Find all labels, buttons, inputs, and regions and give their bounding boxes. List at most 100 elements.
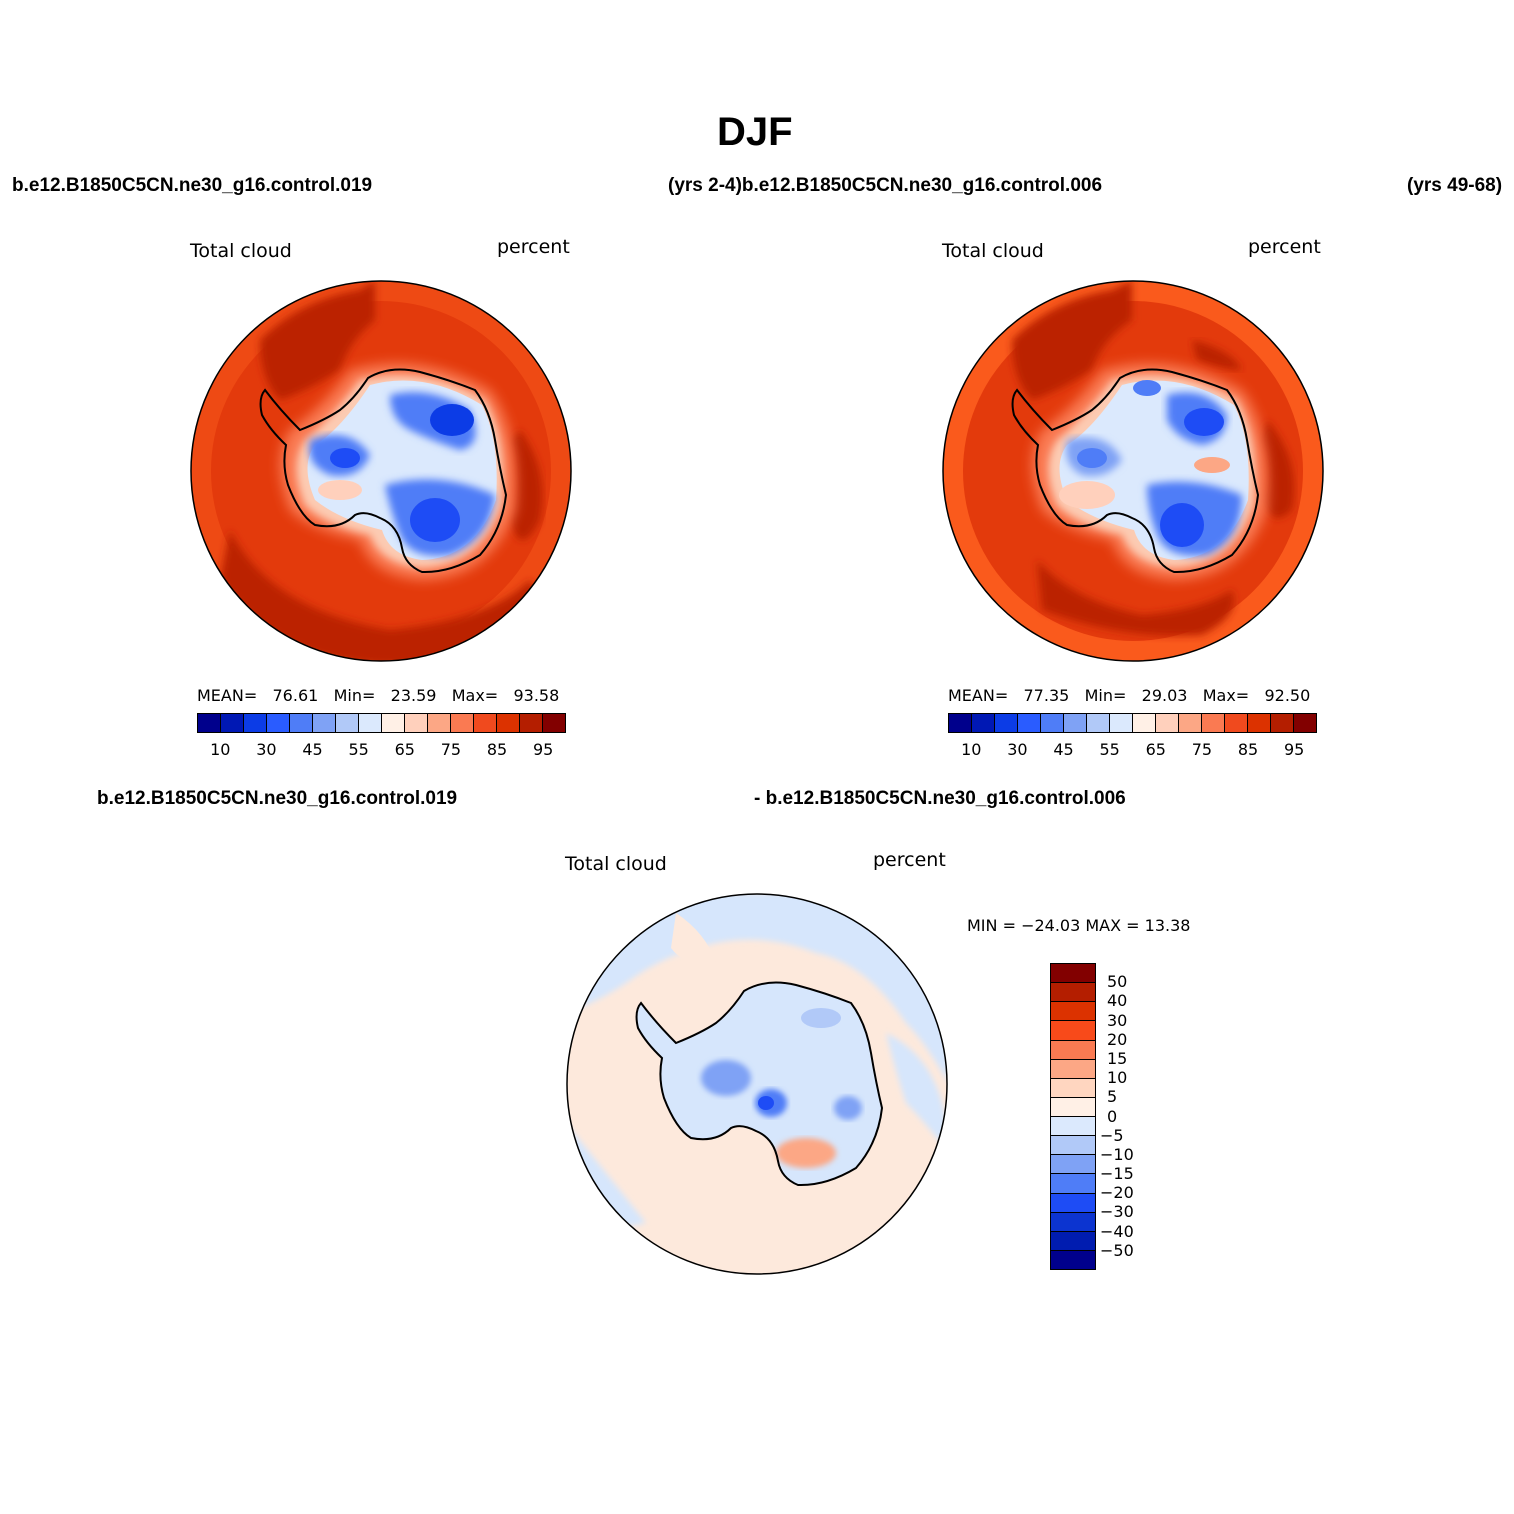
panel2-variable-label: Total cloud — [942, 240, 1044, 262]
panel3-colorbar-swatch — [1051, 964, 1095, 984]
panel1-colorbar-tick-label: 45 — [302, 740, 323, 759]
panel3-colorbar-tick-label: 50 — [1107, 972, 1128, 992]
panel1-blue-core-1 — [430, 404, 474, 436]
panel3-colorbar-swatch — [1051, 1250, 1095, 1269]
panel2-blue-core-2 — [1077, 448, 1107, 468]
panel3-colorbar-swatch — [1051, 1040, 1095, 1060]
panel3-colorbar-swatch — [1051, 1021, 1095, 1041]
panel1-dark-band-north — [260, 281, 375, 400]
panel2-stats: MEAN= 77.35 Min= 29.03 Max= 92.50 — [948, 686, 1310, 705]
panel2-colorbar-tick-label: 30 — [1007, 740, 1028, 759]
panel1-colorbar-swatch — [336, 714, 359, 732]
panel3-coastline — [635, 981, 884, 1187]
panel2-polar-map — [942, 280, 1324, 662]
panel3-warm-patch-north — [671, 913, 716, 964]
panel2-mean-value: 77.35 — [1023, 686, 1070, 705]
panel2-map-border — [942, 280, 1324, 662]
panel1-warm-patch — [318, 480, 362, 500]
panel2-colorbar — [948, 713, 1317, 733]
panel1-colorbar-swatch — [520, 714, 543, 732]
panel1-variable-label: Total cloud — [190, 240, 292, 262]
panel2-max-label: Max= — [1202, 686, 1250, 705]
panel3-colorbar-tick-label: −20 — [1100, 1183, 1134, 1203]
panel3-colorbar-tick-label: 30 — [1107, 1010, 1128, 1030]
panel1-colorbar-swatch — [451, 714, 474, 732]
panel2-colorbar-swatch — [1294, 714, 1316, 732]
panel1-colorbar-swatch — [221, 714, 244, 732]
panel3-continent-fill — [636, 982, 882, 1186]
panel2-colorbar-swatch — [1064, 714, 1087, 732]
panel3-variable-label: Total cloud — [565, 853, 667, 875]
panel3-colorbar-tick-label: −50 — [1100, 1240, 1134, 1260]
panel1-colorbar-tick-label: 55 — [348, 740, 369, 759]
panel1-coastline — [259, 368, 508, 574]
panel3-blue-patch-4 — [834, 1096, 862, 1120]
panel1-colorbar-swatch — [474, 714, 497, 732]
panel2-colorbar-tick-label: 65 — [1145, 740, 1166, 759]
panel3-colorbar — [1050, 963, 1096, 1270]
panel3-light-blue-north — [567, 894, 947, 1083]
panel2-warm-patch-2 — [1194, 457, 1230, 473]
panel2-mean-label: MEAN= — [948, 686, 1009, 705]
panel1-colorbar — [197, 713, 566, 733]
panel1-min-label: Min= — [333, 686, 376, 705]
panel1-colorbar-tick-label: 30 — [256, 740, 277, 759]
panel3-colorbar-tick-label: 5 — [1107, 1087, 1118, 1107]
panel1-max-label: Max= — [451, 686, 499, 705]
panel1-colorbar-swatch — [198, 714, 221, 732]
panel3-colorbar-swatch — [1051, 1117, 1095, 1137]
panel1-colorbar-tick-label: 85 — [486, 740, 508, 759]
panel2-colorbar-swatch — [1110, 714, 1133, 732]
panel3-colorbar-tick-label: −5 — [1100, 1125, 1124, 1145]
panel1-mean-label: MEAN= — [197, 686, 258, 705]
panel3-blue-patch-2 — [701, 1060, 751, 1096]
panel2-colorbar-swatch — [1156, 714, 1179, 732]
panel1-dark-band-south — [220, 530, 550, 661]
panel1-dark-band-east — [510, 430, 543, 540]
case1-header: b.e12.B1850C5CN.ne30_g16.control.019 — [12, 175, 373, 196]
panel3-minmax: MIN = −24.03 MAX = 13.38 — [967, 916, 1191, 935]
panel2-dark-band-north — [1012, 281, 1132, 400]
panel2-max-value: 92.50 — [1264, 686, 1311, 705]
panel1-colorbar-swatch — [244, 714, 267, 732]
panel2-dark-band-east — [1260, 420, 1295, 518]
panel1-colorbar-swatch — [382, 714, 405, 732]
panel3-colorbar-swatch — [1051, 1059, 1095, 1079]
panel2-colorbar-tick-label: 10 — [961, 740, 982, 759]
panel2-colorbar-tick-label: 45 — [1053, 740, 1074, 759]
panel1-colorbar-tick-label: 75 — [440, 740, 462, 759]
panel3-colorbar-tick-label: 40 — [1107, 991, 1128, 1011]
panel2-colorbar-swatch — [1248, 714, 1271, 732]
panel3-colorbar-swatch — [1051, 1097, 1095, 1117]
panel1-colorbar-tick-label: 95 — [532, 740, 554, 759]
panel3-colorbar-swatch — [1051, 1174, 1095, 1194]
panel2-min-value: 29.03 — [1141, 686, 1188, 705]
panel2-min-label: Min= — [1084, 686, 1127, 705]
panel3-blue-core — [758, 1096, 774, 1110]
panel2-blue-core-3 — [1160, 503, 1204, 547]
plot-title: DJF — [717, 110, 793, 154]
panel1-blue-core-2 — [330, 448, 360, 468]
panel1-colorbar-tick-label: 10 — [210, 740, 231, 759]
panel1-colorbar-swatch — [543, 714, 565, 732]
panel2-colorbar-swatch — [1225, 714, 1248, 732]
panel2-dark-band-south — [1037, 560, 1234, 636]
panel3-colorbar-swatch — [1051, 1078, 1095, 1098]
panel2-colorbar-tick-label: 95 — [1283, 740, 1305, 759]
panel2-colorbar-swatch — [1133, 714, 1156, 732]
panel1-map-border — [190, 280, 572, 662]
panel3-blue-patch-1 — [801, 1008, 841, 1028]
panel3-colorbar-swatch — [1051, 1002, 1095, 1022]
panel3-colorbar-tick-label: −10 — [1100, 1144, 1134, 1164]
panel1-colorbar-swatch — [290, 714, 313, 732]
years2-header: (yrs 49-68) — [1407, 175, 1503, 196]
diff-case2-header: - b.e12.B1850C5CN.ne30_g16.control.006 — [754, 788, 1126, 809]
panel2-blue-core-4 — [1133, 380, 1161, 396]
panel2-colorbar-swatch — [995, 714, 1018, 732]
panel1-colorbar-swatch — [497, 714, 520, 732]
panel1-max-value: 93.58 — [513, 686, 560, 705]
panel2-colorbar-tick-label: 85 — [1237, 740, 1259, 759]
panel3-colorbar-swatch — [1051, 1231, 1095, 1251]
panel3-colorbar-tick-label: −30 — [1100, 1202, 1134, 1222]
panel1-units-label: percent — [497, 236, 570, 258]
